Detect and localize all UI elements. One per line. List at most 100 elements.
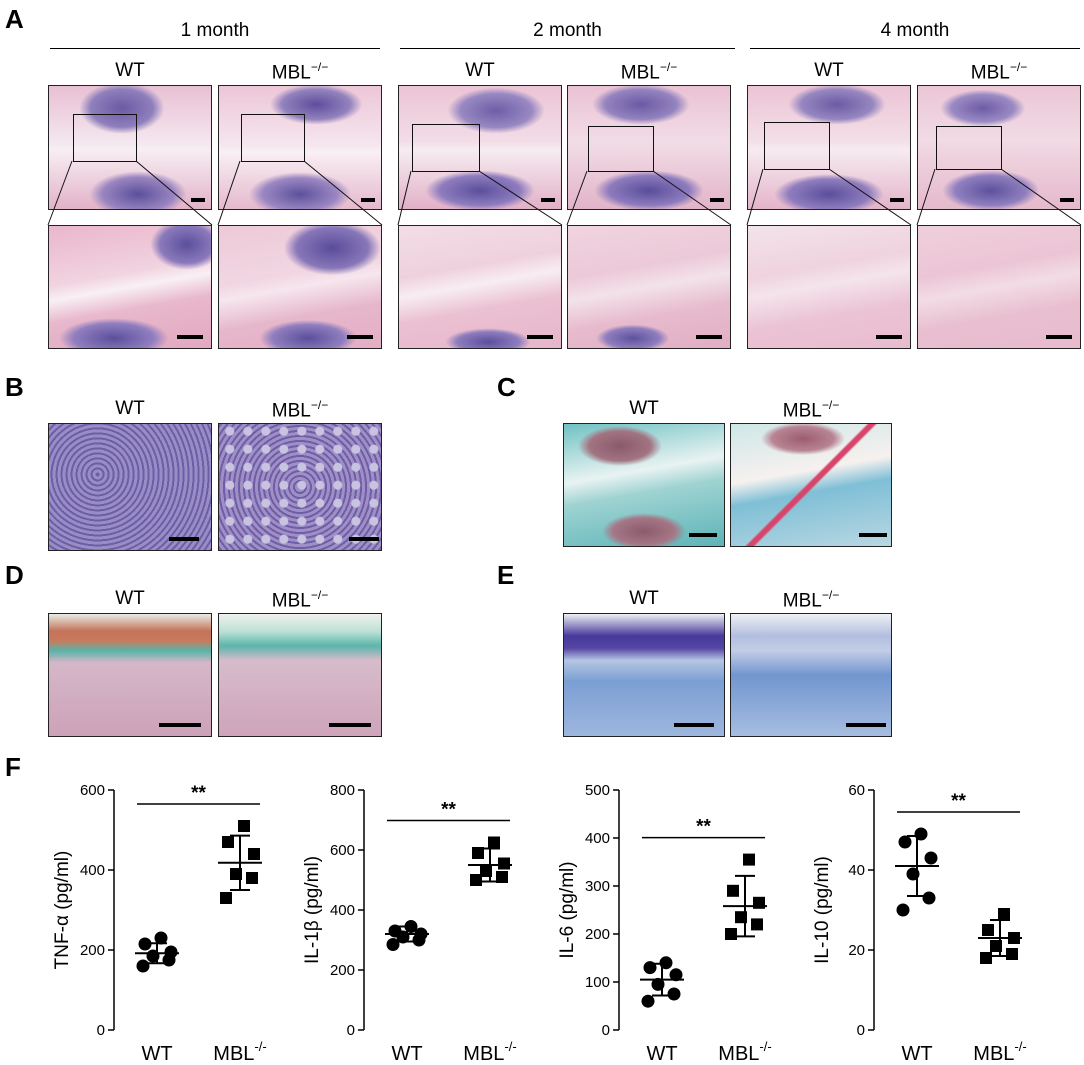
x-tick-label-sup: -/- [504, 1039, 516, 1054]
histology-4m-wt-low [747, 85, 911, 210]
data-point [667, 987, 681, 1001]
scale-bar [859, 533, 887, 537]
x-tick-label: WT [901, 1043, 932, 1065]
x-tick-label-sup: -/- [1014, 1039, 1026, 1054]
y-tick-label: 20 [848, 942, 865, 959]
histology-e-wt [563, 613, 725, 737]
histology-c-ko [730, 423, 892, 547]
data-point [136, 959, 150, 973]
scale-bar [191, 198, 205, 202]
data-point [164, 945, 178, 959]
significance-marker: ** [696, 817, 711, 838]
group-rule-3 [750, 48, 1080, 49]
y-axis-label: TNF-α (pg/ml) [52, 851, 73, 970]
data-point [248, 848, 260, 860]
histology-b-wt [48, 423, 212, 551]
data-point [743, 853, 755, 866]
x-tick-label-sup: -/- [254, 1039, 266, 1054]
data-point [496, 871, 508, 883]
data-point [751, 918, 763, 931]
scale-bar [361, 198, 375, 202]
data-point [982, 924, 994, 936]
label-ko: MBL−/− [782, 588, 840, 612]
data-point [220, 892, 232, 904]
data-point [896, 903, 910, 917]
data-point [725, 928, 737, 940]
x-tick-label: WT [141, 1043, 172, 1065]
label-wt: WT [115, 588, 145, 609]
data-point [1006, 948, 1018, 960]
data-point [498, 857, 510, 870]
histology-b-ko [218, 423, 382, 551]
y-tick-label: 500 [585, 782, 610, 799]
y-tick-label: 0 [857, 1022, 865, 1039]
scale-bar [689, 533, 717, 537]
zoom-inset-box [241, 114, 305, 162]
data-point [998, 908, 1010, 920]
histology-2m-wt-high [398, 225, 562, 349]
y-axis-label: IL-10 (pg/ml) [812, 856, 833, 964]
group-rule-1 [50, 48, 380, 49]
x-tick-label-sup: -/- [759, 1039, 771, 1054]
scale-bar [329, 723, 371, 727]
data-point [727, 884, 739, 897]
histology-d-ko [218, 613, 382, 737]
group-4-month: 4 month [880, 20, 950, 41]
panel-letter-b: B [5, 372, 24, 402]
y-tick-label: 600 [330, 842, 355, 859]
scale-bar [169, 537, 199, 541]
zoom-inset-box [764, 122, 830, 170]
scale-bar [696, 335, 722, 339]
y-tick-label: 0 [602, 1022, 610, 1039]
zoom-inset-box [73, 114, 137, 162]
histology-2m-ko-high [567, 225, 731, 349]
data-point [488, 836, 500, 849]
panel-letter-e: E [497, 560, 515, 590]
y-tick-label: 300 [585, 878, 610, 895]
y-tick-label: 200 [80, 942, 105, 959]
histology-1m-wt-high [48, 225, 212, 349]
y-tick-label: 600 [80, 782, 105, 799]
y-axis-label: IL-6 (pg/ml) [557, 861, 578, 958]
y-tick-label: 400 [80, 862, 105, 879]
data-point [238, 820, 250, 832]
scale-bar [710, 198, 724, 202]
scale-bar [890, 198, 904, 202]
label-ko: MBL−/− [271, 60, 329, 84]
zoom-inset-box [588, 126, 654, 172]
scale-bar [674, 723, 714, 727]
label-ko: MBL−/− [970, 60, 1028, 84]
scale-bar [876, 335, 902, 339]
histology-1m-ko-high [218, 225, 382, 349]
label-ko: MBL−/− [620, 60, 678, 84]
scale-bar [349, 537, 379, 541]
data-point [138, 937, 152, 951]
label-wt: WT [465, 60, 495, 81]
scale-bar [1060, 198, 1074, 202]
data-point [386, 938, 400, 951]
scale-bar [159, 723, 201, 727]
chart-il-6: 0 100 200 300 400 500 IL-6 (pg/ml) WT MBL-/- ** [557, 782, 772, 1065]
y-tick-label: 100 [585, 974, 610, 991]
significance-marker: ** [951, 791, 966, 812]
scale-bar [846, 723, 886, 727]
data-point [924, 851, 938, 865]
label-wt: WT [115, 398, 145, 419]
data-point [641, 994, 655, 1008]
x-tick-label: WT [391, 1043, 422, 1065]
panel-letter-c: C [497, 372, 516, 402]
data-point [222, 836, 234, 848]
y-axis-label: IL-1β (pg/ml) [302, 856, 323, 964]
scale-bar [177, 335, 203, 339]
label-wt: WT [814, 60, 844, 81]
x-tick-label: MBL-/- [718, 1039, 771, 1065]
group-1-month: 1 month [180, 20, 250, 41]
panel-letter-f: F [5, 752, 21, 782]
scale-bar [527, 335, 553, 339]
panel-letter-d: D [5, 560, 24, 590]
significance-marker: ** [191, 783, 206, 804]
data-point [898, 835, 912, 849]
histology-4m-ko-high [917, 225, 1081, 349]
histology-2m-wt-low [398, 85, 562, 210]
x-tick-label: MBL-/- [973, 1039, 1026, 1065]
